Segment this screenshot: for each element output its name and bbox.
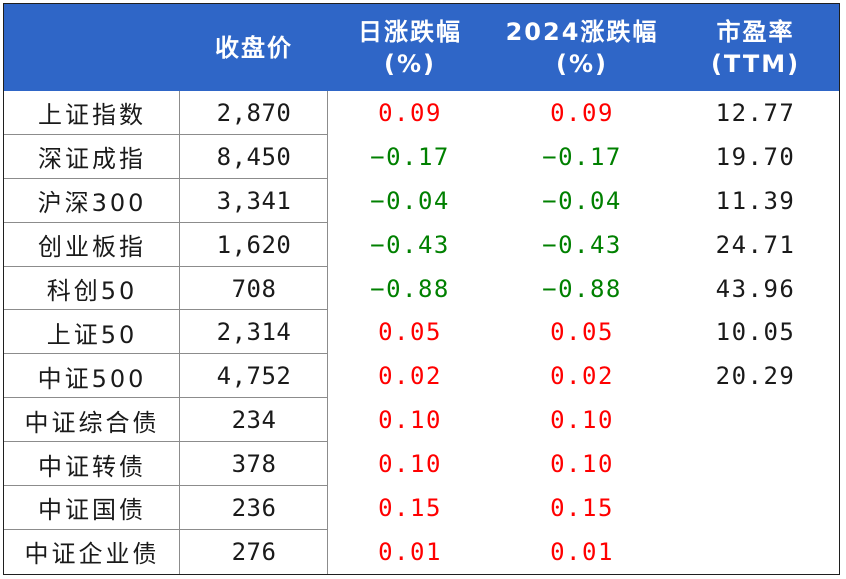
pe-ratio-cell: 24.71 [715,230,796,259]
daily-change-cell: 0.15 [378,493,442,522]
daily-change-cell: −0.88 [370,274,450,303]
row-separator [4,397,328,399]
column-divider [179,91,180,574]
header-close-price: 收盘价 [180,4,328,91]
ytd-change-cell: 0.01 [550,537,614,566]
close-price-cell: 378 [231,450,277,479]
ytd-change-cell: −0.43 [542,230,622,259]
header-close-price-label: 收盘价 [215,33,293,62]
row-separator [4,485,328,487]
pe-ratio-cell: 10.05 [715,318,796,347]
header-pe-ratio: 市盈率 (TTM) [672,4,839,91]
header-pe-ratio-unit: (TTM) [710,49,801,78]
row-separator [4,221,328,223]
close-price-cell: 2,314 [216,318,292,347]
row-separator [4,309,328,311]
pe-ratio-cell: 20.29 [715,362,796,391]
header-pe-ratio-label: 市盈率 [716,17,795,46]
row-separator [4,528,328,530]
ytd-change-cell: 0.10 [550,450,614,479]
daily-change-cell: −0.04 [370,186,450,215]
table-body: 上证指数 2,870 0.09 0.09 12.77 深证成指 8,450 −0.17 −0.1… [4,91,839,574]
row-separator [4,441,328,443]
row-separator [4,265,328,267]
close-price-cell: 8,450 [216,142,292,171]
pe-ratio-cell [672,530,839,574]
close-price-cell: 4,752 [216,362,292,391]
header-daily-change: 日涨跌幅 (%) [328,4,492,91]
header-ytd-change: 2024涨跌幅 (%) [492,4,672,91]
table-row: 深证成指 8,450 −0.17 −0.17 19.70 [4,135,839,179]
pe-ratio-cell: 11.39 [715,186,796,215]
pe-ratio-cell [672,442,839,486]
index-name-cell: 深证成指 [38,145,146,174]
row-separator [4,133,328,135]
index-name-cell: 中证企业债 [24,540,160,569]
header-daily-change-label: 日涨跌幅 [358,17,462,46]
table-row: 沪深300 3,341 −0.04 −0.04 11.39 [4,179,839,223]
close-price-cell: 234 [231,406,277,435]
index-name-cell: 中证转债 [38,452,146,481]
daily-change-cell: 0.10 [378,406,442,435]
ytd-change-cell: 0.15 [550,493,614,522]
table-row: 科创50 708 −0.88 −0.88 43.96 [4,267,839,311]
close-price-cell: 1,620 [216,230,292,259]
daily-change-cell: −0.43 [370,230,450,259]
header-ytd-change-label: 2024涨跌幅 [505,17,659,46]
ytd-change-cell: −0.88 [542,274,622,303]
table-row: 创业板指 1,620 −0.43 −0.43 24.71 [4,223,839,267]
ytd-change-cell: −0.17 [542,142,622,171]
ytd-change-cell: 0.02 [550,362,614,391]
ytd-change-cell: 0.10 [550,406,614,435]
table-row: 中证企业债 276 0.01 0.01 [4,530,839,574]
table-row: 中证500 4,752 0.02 0.02 20.29 [4,354,839,399]
row-separator [4,177,328,179]
header-index-name [4,4,180,91]
daily-change-cell: 0.02 [378,362,442,391]
index-name-cell: 中证综合债 [24,408,160,437]
ytd-change-cell: 0.09 [550,98,614,127]
table-row: 中证国债 236 0.15 0.15 [4,486,839,530]
row-separator [4,353,328,355]
table-row: 中证综合债 234 0.10 0.10 [4,398,839,443]
index-name-cell: 创业板指 [38,233,146,262]
index-name-cell: 中证500 [37,364,147,393]
index-name-cell: 上证指数 [38,101,146,130]
index-name-cell: 上证50 [46,320,138,349]
table-row: 上证50 2,314 0.05 0.05 10.05 [4,310,839,355]
index-name-cell: 沪深300 [37,189,147,218]
header-ytd-change-unit: (%) [556,49,608,78]
pe-ratio-cell: 12.77 [715,98,796,127]
close-price-cell: 276 [231,537,277,566]
daily-change-cell: 0.09 [378,98,442,127]
table-row: 上证指数 2,870 0.09 0.09 12.77 [4,91,839,135]
close-price-cell: 708 [231,274,277,303]
daily-change-cell: −0.17 [370,142,450,171]
header-daily-change-unit: (%) [384,49,436,78]
table-row: 中证转债 378 0.10 0.10 [4,442,839,487]
close-price-cell: 3,341 [216,186,292,215]
close-price-cell: 236 [231,493,277,522]
pe-ratio-cell [672,398,839,442]
pe-ratio-cell [672,486,839,530]
daily-change-cell: 0.01 [378,537,442,566]
daily-change-cell: 0.10 [378,450,442,479]
table-header: 收盘价 日涨跌幅 (%) 2024涨跌幅 (%) 市盈率 (TTM) [4,4,839,91]
close-price-cell: 2,870 [216,98,292,127]
column-divider [327,91,328,574]
pe-ratio-cell: 43.96 [715,274,796,303]
market-index-table: 收盘价 日涨跌幅 (%) 2024涨跌幅 (%) 市盈率 (TTM) 上证指数 2… [3,3,840,575]
ytd-change-cell: 0.05 [550,318,614,347]
ytd-change-cell: −0.04 [542,186,622,215]
index-name-cell: 中证国债 [38,496,146,525]
index-name-cell: 科创50 [46,277,138,305]
daily-change-cell: 0.05 [378,318,442,347]
pe-ratio-cell: 19.70 [715,142,796,171]
